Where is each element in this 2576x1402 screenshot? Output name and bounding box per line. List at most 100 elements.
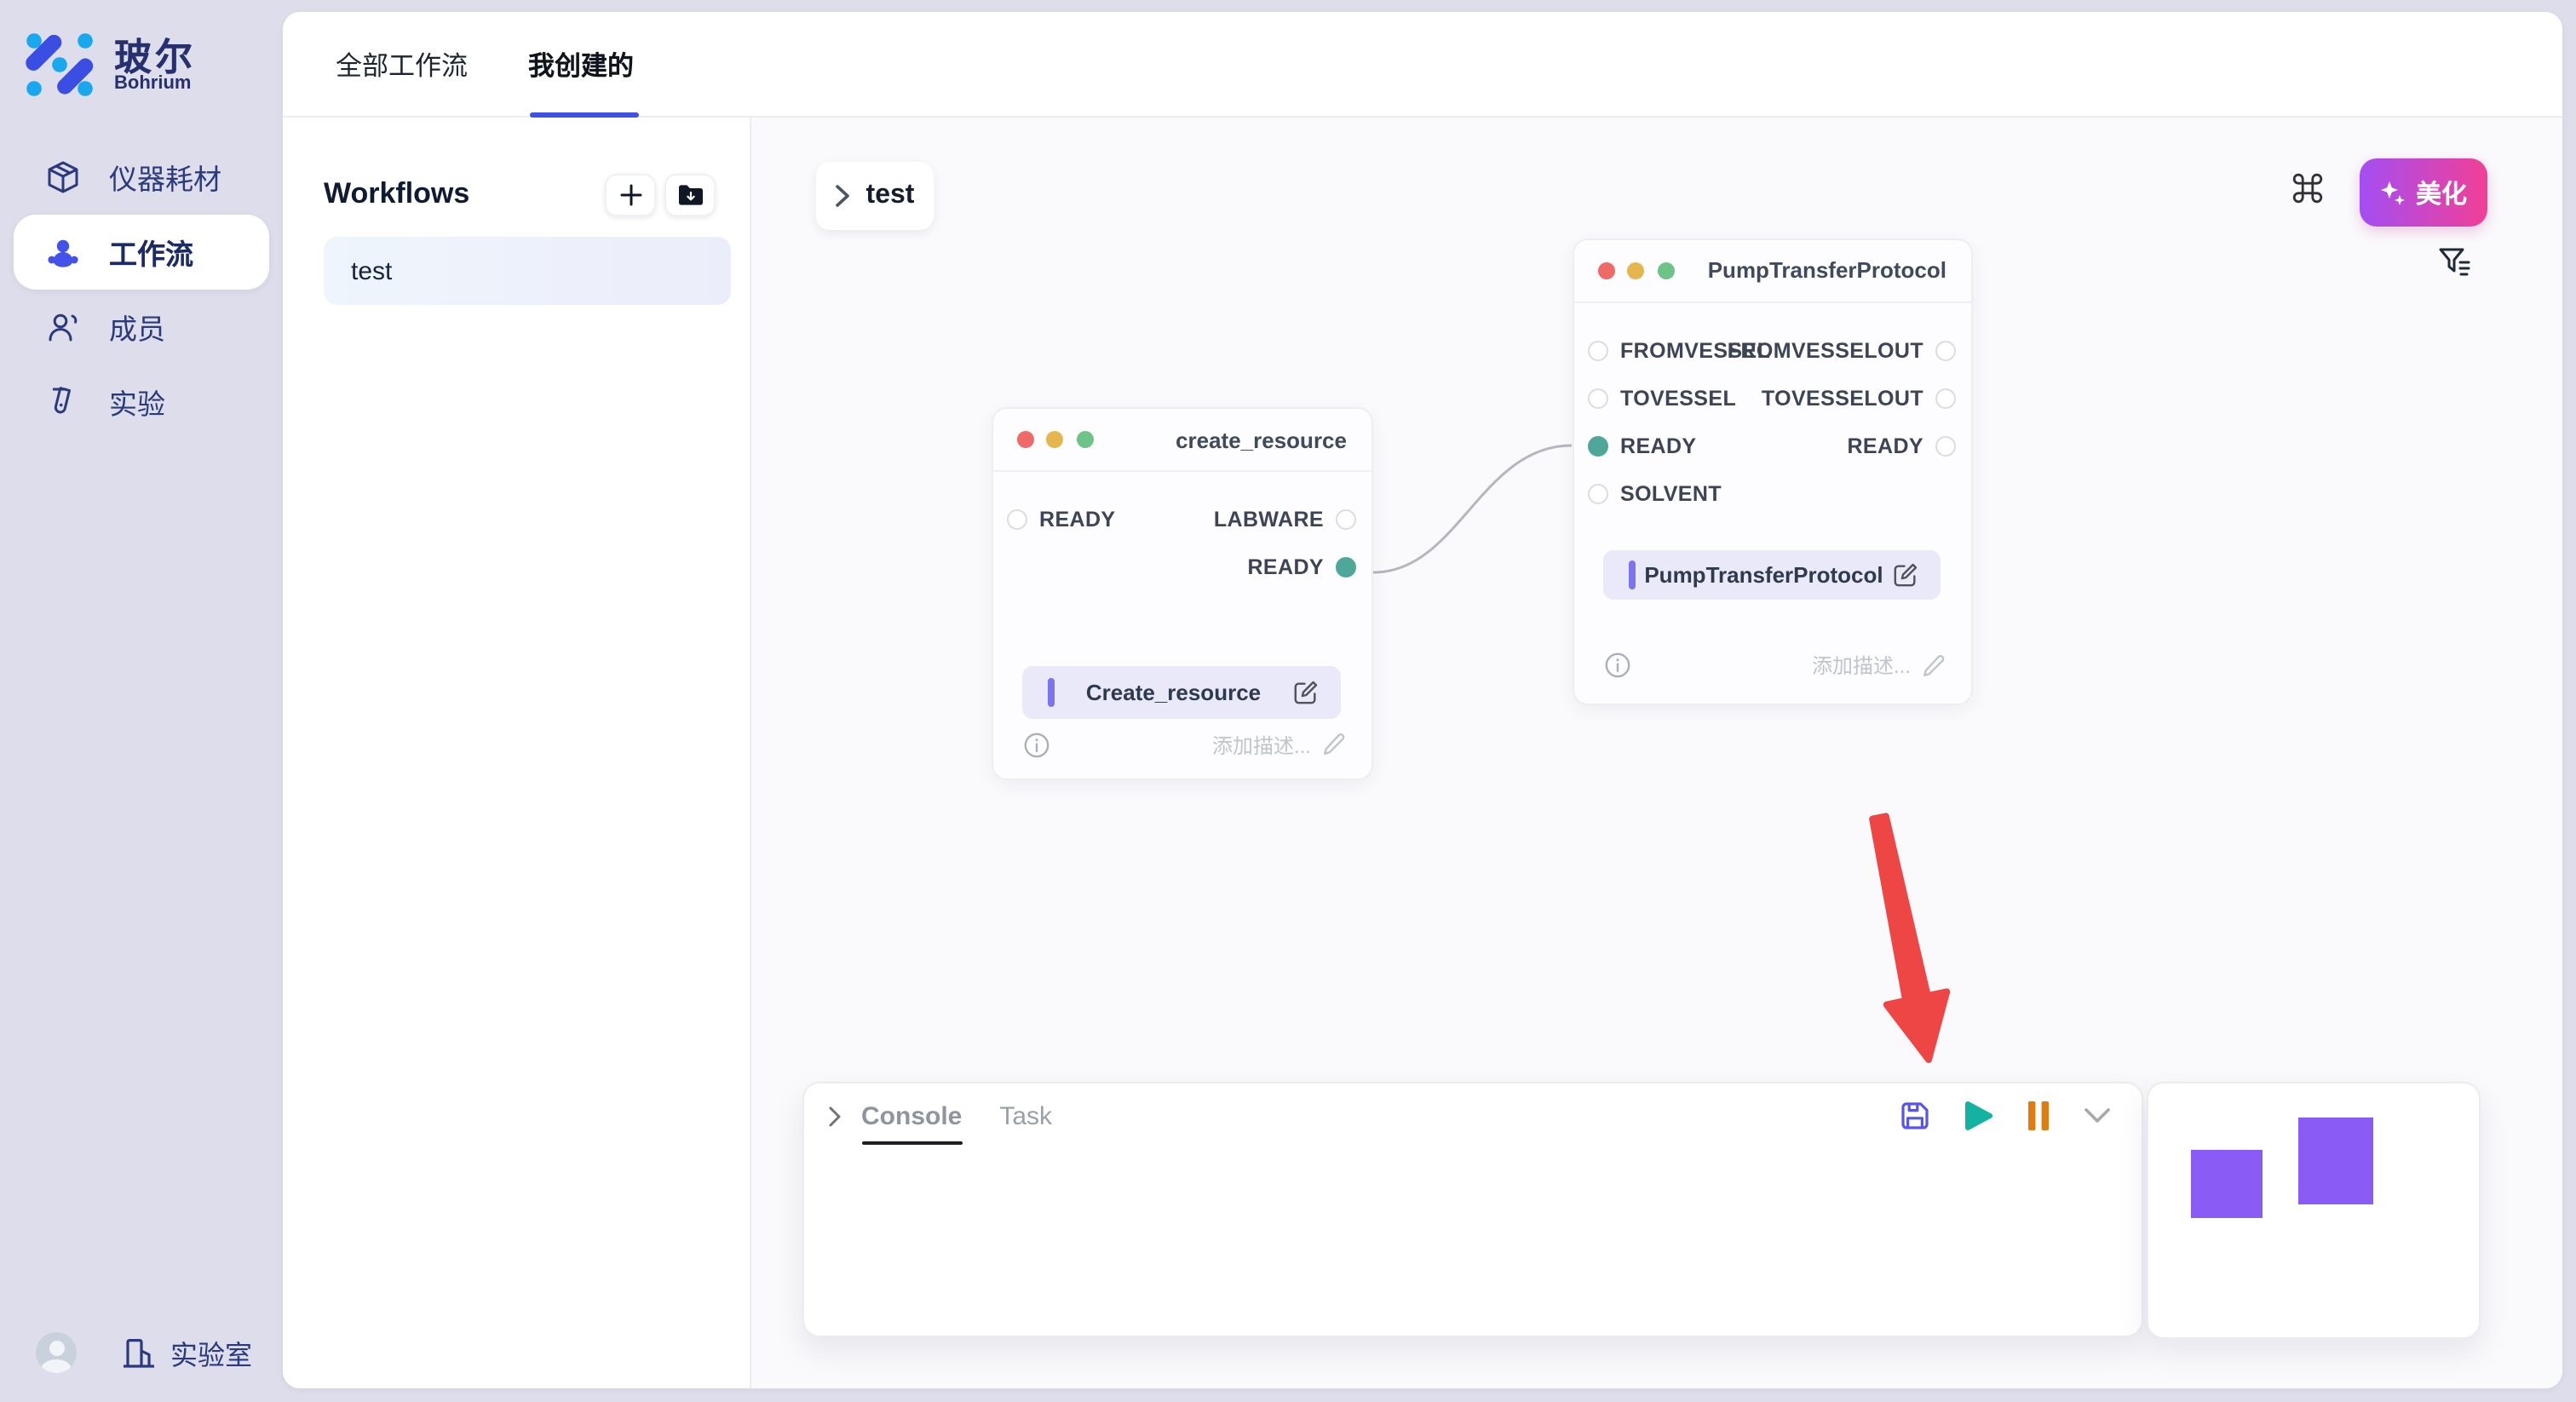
node-label-text: PumpTransferProtocol — [1644, 561, 1883, 587]
layout-command-button[interactable] — [2291, 172, 2324, 204]
node-title: create_resource — [1176, 427, 1347, 452]
tab-my-created[interactable]: 我创建的 — [528, 52, 635, 81]
port-in-ready[interactable] — [1588, 435, 1608, 456]
console-header: Console Task — [803, 1083, 2142, 1148]
port-out-labware[interactable] — [1336, 509, 1356, 530]
sidebar-footer: 实验室 — [36, 1330, 252, 1375]
label-accent-bar — [1629, 560, 1635, 589]
pause-button[interactable] — [2027, 1100, 2050, 1131]
filter-icon — [2439, 248, 2470, 276]
console-actions — [1900, 1100, 2111, 1131]
run-button[interactable] — [1964, 1100, 1993, 1131]
console-output-area[interactable] — [803, 1148, 2142, 1336]
port-in-ready[interactable] — [1007, 509, 1027, 530]
node-footer: 添加描述... — [1604, 646, 1945, 684]
sidebar-item-label: 实验 — [109, 390, 165, 421]
info-icon[interactable] — [1023, 732, 1049, 757]
import-workflow-button[interactable] — [664, 173, 716, 215]
edit-icon[interactable] — [1893, 561, 1918, 587]
traffic-yellow-dot — [1627, 261, 1644, 279]
chevron-right-icon — [828, 1106, 840, 1126]
sidebar-menu: 仪器耗材 工作流 — [14, 140, 269, 440]
traffic-light-dots — [1597, 261, 1708, 279]
bohrium-logo-icon — [26, 33, 94, 96]
task-tab[interactable]: Task — [999, 1101, 1053, 1130]
port-in-fromvessel[interactable] — [1588, 340, 1608, 360]
add-description[interactable]: 添加描述... — [1812, 651, 1945, 680]
port-label: READY — [1847, 434, 1923, 457]
console-panel: Console Task — [802, 1082, 2143, 1337]
breadcrumb-label: test — [865, 181, 915, 210]
save-icon — [1901, 1102, 1929, 1129]
workflow-item-name: test — [351, 256, 393, 285]
node-pump-transfer-protocol[interactable]: PumpTransferProtocol FROMVESSEL FROMVESS… — [1572, 238, 1972, 704]
port-label: FROMVESSELOUT — [1727, 338, 1923, 362]
team-icon — [46, 235, 80, 269]
info-icon[interactable] — [1604, 652, 1630, 678]
port-out-ready[interactable] — [1336, 557, 1356, 577]
port-out-ready[interactable] — [1935, 435, 1956, 456]
add-workflow-button[interactable] — [605, 173, 656, 215]
console-tab[interactable]: Console — [861, 1083, 963, 1148]
node-footer: 添加描述... — [1023, 726, 1345, 763]
workspace-label[interactable]: 实验室 — [170, 1342, 253, 1371]
traffic-red-dot — [1597, 261, 1614, 279]
minimap-node-pump-transfer — [2298, 1118, 2372, 1204]
console-collapse-button[interactable] — [827, 1105, 841, 1127]
add-description[interactable]: 添加描述... — [1212, 730, 1345, 759]
sidebar-item-members[interactable]: 成员 — [14, 290, 269, 365]
filter-button[interactable] — [2438, 247, 2472, 281]
sidebar-item-experiments[interactable]: 实验 — [14, 365, 269, 440]
experiment-icon — [46, 385, 80, 419]
sparkles-icon — [2380, 181, 2405, 204]
node-create-resource[interactable]: create_resource READY LABWARE — [991, 407, 1372, 780]
port-label: SOLVENT — [1620, 481, 1722, 505]
sidebar-item-workflow[interactable]: 工作流 — [14, 215, 269, 290]
port-in-solvent[interactable] — [1588, 483, 1608, 503]
node-title: PumpTransferProtocol — [1707, 257, 1946, 283]
traffic-light-dots — [1016, 431, 1176, 448]
play-icon — [1965, 1101, 1992, 1130]
port-out-fromvesselout[interactable] — [1935, 340, 1956, 360]
port-label: READY — [1039, 508, 1116, 531]
port-label: READY — [1247, 555, 1324, 579]
edit-icon[interactable] — [1293, 680, 1319, 705]
sidebar: 玻尔 Bohrium 仪器耗材 — [0, 0, 283, 1402]
folder-download-icon — [678, 184, 702, 204]
user-avatar[interactable] — [36, 1332, 77, 1373]
building-icon — [121, 1335, 157, 1370]
collapse-console-button[interactable] — [2084, 1107, 2111, 1124]
node-label-bar[interactable]: Create_resource — [1022, 666, 1341, 719]
label-accent-bar — [1048, 678, 1054, 707]
minimap[interactable] — [2147, 1082, 2481, 1339]
annotation-arrow — [1869, 813, 1951, 1063]
header-tabbar: 全部工作流 我创建的 — [283, 12, 2562, 118]
workflow-canvas[interactable]: test 美化 — [751, 118, 2562, 1388]
beautify-label: 美化 — [2415, 180, 2467, 209]
node-label-bar[interactable]: PumpTransferProtocol — [1603, 549, 1941, 599]
workflow-list-item-test[interactable]: test — [324, 237, 731, 305]
pencil-icon — [1323, 733, 1344, 755]
sidebar-item-consumables[interactable]: 仪器耗材 — [14, 140, 269, 215]
beautify-button[interactable]: 美化 — [2360, 158, 2487, 227]
pause-icon — [2028, 1101, 2049, 1130]
workflows-panel-title: Workflows — [324, 177, 470, 210]
save-button[interactable] — [1900, 1100, 1930, 1131]
node-header: PumpTransferProtocol — [1573, 239, 1970, 302]
node-ports: READY LABWARE READY — [992, 472, 1371, 591]
active-tab-underline — [530, 112, 639, 118]
node-header: create_resource — [992, 409, 1371, 472]
package-icon — [46, 160, 80, 194]
tab-all-workflows[interactable]: 全部工作流 — [336, 52, 469, 81]
brand-name-zh: 玻尔 — [114, 36, 197, 78]
port-label: TOVESSEL — [1620, 386, 1737, 410]
port-label: LABWARE — [1213, 508, 1324, 531]
command-icon — [2292, 173, 2323, 204]
port-in-tovessel[interactable] — [1588, 388, 1608, 408]
port-out-tovesselout[interactable] — [1935, 388, 1956, 408]
brand-logo[interactable]: 玻尔 Bohrium — [26, 27, 281, 102]
minimap-node-create-resource — [2191, 1150, 2262, 1218]
breadcrumb-chip[interactable]: test — [816, 162, 934, 230]
chevron-right-icon — [836, 185, 850, 207]
